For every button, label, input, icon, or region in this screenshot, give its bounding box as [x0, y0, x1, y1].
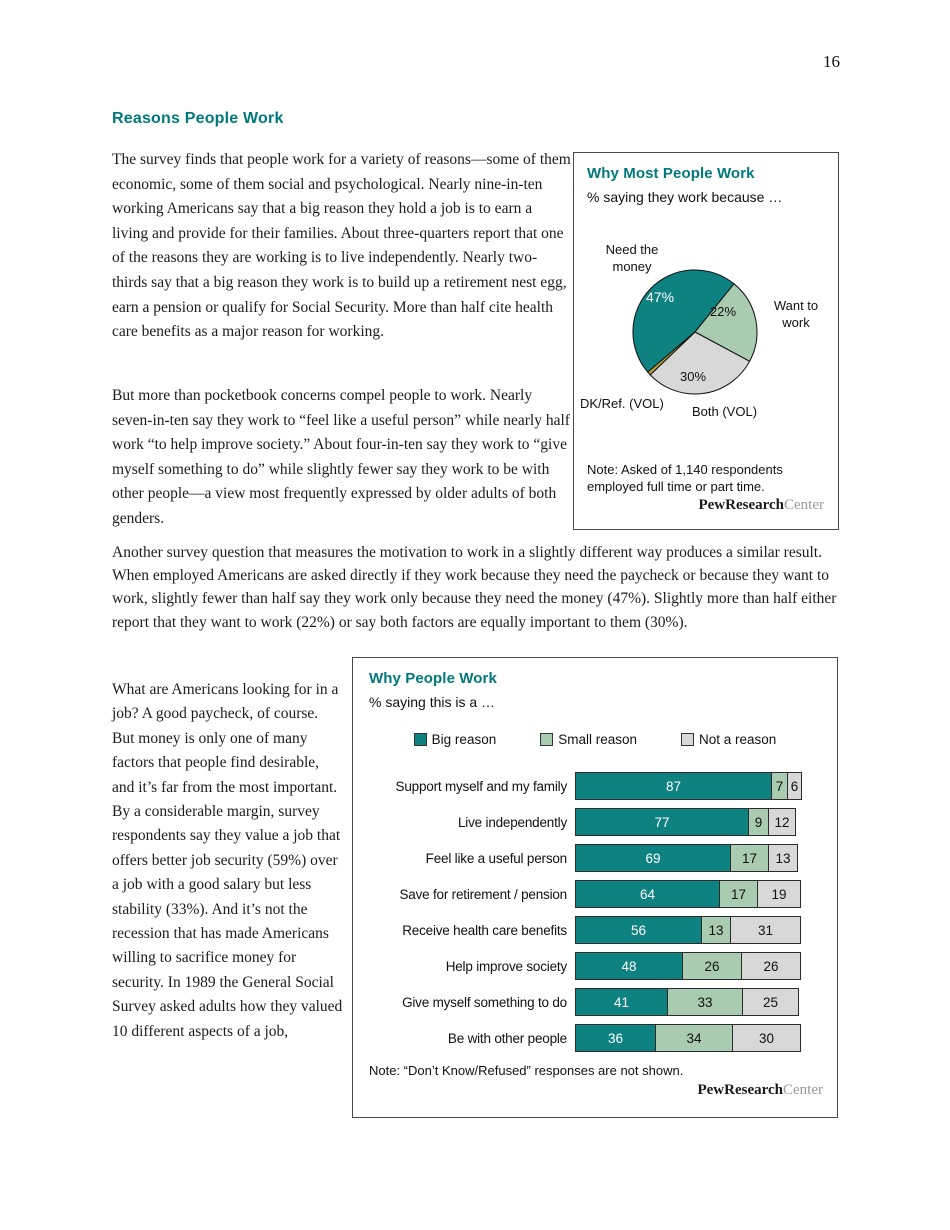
pew-logo-bold: PewResearch: [697, 1082, 784, 1098]
bar-segment-big: 56: [575, 916, 702, 944]
pew-research-logo: PewResearchCenter: [698, 497, 824, 514]
pie-value-want-to-work: 22%: [710, 304, 737, 319]
bar-segment-small: 17: [720, 880, 758, 908]
bar-segment-small: 13: [702, 916, 731, 944]
paragraph-survey-reasons: The survey finds that people work for a …: [112, 151, 571, 341]
legend-swatch-not-a-reason: [681, 733, 695, 746]
section-heading: Reasons People Work: [112, 110, 284, 127]
bar-segment-big: 77: [575, 808, 749, 836]
bar-row-retirement: Save for retirement / pension 64 17 19: [353, 876, 837, 912]
legend-item-big-reason: Big reason: [413, 732, 497, 747]
bar-segment-not: 6: [788, 772, 802, 800]
bar-row-useful-person: Feel like a useful person 69 17 13: [353, 840, 837, 876]
bar-chart-title: Why People Work: [369, 670, 497, 687]
pew-logo-light: Center: [784, 497, 824, 513]
paragraph-another-question: Another survey question that measures th…: [112, 544, 837, 631]
bar-segment-big: 69: [575, 844, 731, 872]
pie-label-want-to-work: Want to work: [773, 298, 819, 330]
bar-row-support-family: Support myself and my family 87 7 6: [353, 768, 837, 804]
bar-segment-not: 12: [769, 808, 796, 836]
bar-segments: 87 7 6: [575, 772, 802, 800]
bar-rows: Support myself and my family 87 7 6 Live…: [353, 768, 837, 1056]
bar-row-label: Help improve society: [445, 958, 568, 974]
bar-chart-note: Note: “Don’t Know/Refused” responses are…: [369, 1063, 684, 1078]
pie-chart-note: Note: Asked of 1,140 respondents employe…: [587, 462, 783, 494]
bar-row-label: Receive health care benefits: [402, 922, 567, 938]
pie-slice-need-the-money: [632, 269, 735, 373]
pie-label-both: Both (VOL): [692, 404, 758, 419]
bar-segment-big: 64: [575, 880, 720, 908]
pie-slice-want-to-work: [694, 283, 758, 362]
bar-segment-small: 17: [731, 844, 769, 872]
bar-segments: 41 33 25: [575, 988, 799, 1016]
bar-row-other-people: Be with other people 36 34 30: [353, 1020, 837, 1056]
legend-label-not-a-reason: Not a reason: [699, 732, 777, 747]
bar-row-label: Be with other people: [447, 1030, 567, 1046]
bar-row-label: Support myself and my family: [395, 778, 568, 794]
bar-segment-not: 25: [743, 988, 799, 1016]
pie-value-need-the-money: 47%: [646, 289, 675, 305]
pie-chart-subtitle: % saying they work because …: [587, 189, 783, 205]
bar-row-health-benefits: Receive health care benefits 56 13 31: [353, 912, 837, 948]
paragraph-pocketbook: But more than pocketbook concerns compel…: [112, 387, 570, 527]
legend-swatch-big-reason: [413, 733, 427, 746]
bar-row-improve-society: Help improve society 48 26 26: [353, 948, 837, 984]
bar-segment-small: 34: [656, 1024, 733, 1052]
bar-row-label: Feel like a useful person: [425, 850, 568, 866]
pie-value-both: 30%: [680, 369, 707, 384]
bar-segments: 69 17 13: [575, 844, 798, 872]
bar-segments: 64 17 19: [575, 880, 801, 908]
bar-segment-not: 30: [733, 1024, 801, 1052]
bar-segment-big: 41: [575, 988, 668, 1016]
pie-label-dk-ref: DK/Ref. (VOL): [580, 396, 664, 411]
paragraph-looking-for: What are Americans looking for in a job?…: [112, 681, 343, 1040]
bar-segment-small: 7: [772, 772, 788, 800]
pie-chart-title: Why Most People Work: [587, 165, 755, 182]
pie-chart-box: Why Most People Work % saying they work …: [573, 152, 839, 530]
pew-logo-bold: PewResearch: [698, 497, 785, 513]
pie-slice-dk-ref: [646, 331, 696, 376]
legend-item-small-reason: Small reason: [540, 732, 637, 747]
bar-chart-box: Why People Work % saying this is a … Big…: [352, 657, 838, 1118]
bar-segment-big: 48: [575, 952, 683, 980]
bar-segment-not: 13: [769, 844, 798, 872]
legend-item-not-a-reason: Not a reason: [681, 732, 776, 747]
bar-segments: 48 26 26: [575, 952, 801, 980]
legend-swatch-small-reason: [540, 733, 554, 746]
pew-logo-light: Center: [783, 1082, 823, 1098]
bar-chart-subtitle: % saying this is a …: [369, 694, 496, 710]
pie-chart: [632, 269, 758, 395]
bar-segment-big: 36: [575, 1024, 656, 1052]
bar-chart-legend: Big reason Small reason Not a reason: [353, 732, 837, 747]
bar-row-something-to-do: Give myself something to do 41 33 25: [353, 984, 837, 1020]
bar-row-label: Live independently: [458, 814, 567, 830]
bar-segment-small: 33: [668, 988, 743, 1016]
bar-segment-not: 19: [758, 880, 801, 908]
bar-segments: 77 9 12: [575, 808, 796, 836]
bar-row-label: Give myself something to do: [402, 994, 567, 1010]
bar-segment-not: 26: [742, 952, 801, 980]
page-number: 16: [823, 52, 840, 71]
bar-row-label: Save for retirement / pension: [399, 886, 567, 902]
bar-segments: 56 13 31: [575, 916, 801, 944]
bar-segment-big: 87: [575, 772, 772, 800]
bar-segment-not: 31: [731, 916, 801, 944]
legend-label-big-reason: Big reason: [431, 732, 497, 747]
bar-segment-small: 9: [749, 808, 769, 836]
bar-segments: 36 34 30: [575, 1024, 801, 1052]
pie-label-need-the-money: Need the money: [605, 242, 659, 274]
pew-research-logo: PewResearchCenter: [697, 1082, 823, 1099]
legend-label-small-reason: Small reason: [558, 732, 638, 747]
bar-row-live-independently: Live independently 77 9 12: [353, 804, 837, 840]
pie-slice-both: [649, 331, 751, 395]
bar-segment-small: 26: [683, 952, 742, 980]
